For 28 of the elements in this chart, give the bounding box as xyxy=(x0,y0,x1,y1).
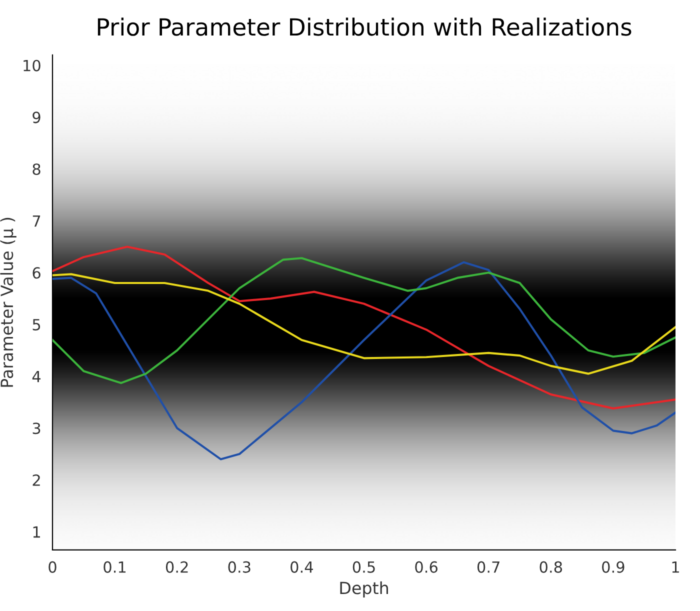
chart-title: Prior Parameter Distribution with Realizations xyxy=(98,18,632,36)
line-series xyxy=(52,273,676,375)
x-tick-label: 0.7 xyxy=(477,561,500,573)
line-series xyxy=(52,257,676,384)
x-tick-label: 0 xyxy=(48,561,56,573)
y-tick-label: 6 xyxy=(32,267,40,279)
y-tick-label: 2 xyxy=(32,474,40,486)
y-tick-label: 3 xyxy=(32,422,40,434)
line-series xyxy=(52,246,676,410)
x-axis-title: Depth xyxy=(340,581,388,598)
x-tick-label: 0.9 xyxy=(602,561,624,573)
y-axis-title: Parameter Value (μ ) xyxy=(0,218,16,387)
x-tick-label: 1 xyxy=(672,561,679,573)
line-series xyxy=(52,261,676,460)
x-tick-label: 0.5 xyxy=(352,561,375,573)
x-tick-label: 0.8 xyxy=(540,561,562,573)
y-tick-label: 5 xyxy=(32,319,40,330)
y-tick-label: 7 xyxy=(32,215,40,227)
x-tick-label: 0.3 xyxy=(228,561,250,573)
y-tick-label: 1 xyxy=(33,526,40,538)
y-tick-label: 10 xyxy=(24,60,40,72)
x-tick-label: 0.2 xyxy=(166,561,188,573)
y-tick-label: 9 xyxy=(32,112,40,124)
y-tick-label: 8 xyxy=(32,163,40,176)
x-tick-label: 0.4 xyxy=(290,561,313,573)
y-tick-label: 4 xyxy=(32,370,41,382)
x-tick-label: 0.6 xyxy=(415,561,438,573)
x-tick-label: 0.1 xyxy=(104,561,126,573)
